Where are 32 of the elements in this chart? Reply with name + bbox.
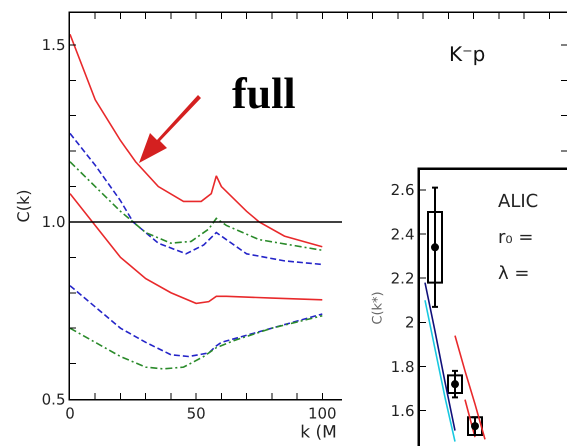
y-tick-label: 0.5 bbox=[42, 390, 66, 408]
line-series bbox=[70, 192, 324, 304]
x-tick-label: 100 bbox=[308, 404, 337, 422]
x-tick-label: 50 bbox=[186, 404, 206, 422]
bar bbox=[447, 374, 463, 394]
y-tick-label: 1.6 bbox=[390, 402, 414, 420]
y-axis-title: C(k) bbox=[14, 190, 33, 222]
annotation: ALIC bbox=[498, 191, 538, 212]
line-series bbox=[454, 334, 486, 440]
y-tick-label: 2.2 bbox=[390, 269, 414, 288]
line-series bbox=[424, 282, 456, 432]
y-tick-label: 1.5 bbox=[42, 36, 66, 54]
line-series bbox=[70, 33, 324, 248]
y-tick-label: 1.8 bbox=[390, 358, 414, 376]
y-tick-label: 2.4 bbox=[390, 225, 414, 244]
line-series bbox=[424, 299, 456, 442]
annotation: r₀ = bbox=[498, 227, 534, 248]
y-tick-label: 2 bbox=[404, 314, 414, 332]
x-axis-title: k (M bbox=[300, 422, 337, 442]
annotation: λ = bbox=[498, 263, 530, 284]
point bbox=[431, 243, 439, 252]
annotation: K⁻p bbox=[449, 42, 486, 66]
annotation: full bbox=[232, 69, 296, 118]
x-tick-label: 0 bbox=[65, 404, 75, 422]
y-axis-title: C(k*) bbox=[370, 291, 386, 325]
line-series bbox=[70, 284, 324, 358]
line-series bbox=[70, 160, 324, 252]
line-series bbox=[70, 132, 324, 266]
y-tick-label: 2.6 bbox=[390, 181, 414, 200]
bar bbox=[467, 416, 483, 436]
line-series bbox=[70, 314, 324, 370]
y-tick-label: 1.0 bbox=[42, 213, 66, 232]
